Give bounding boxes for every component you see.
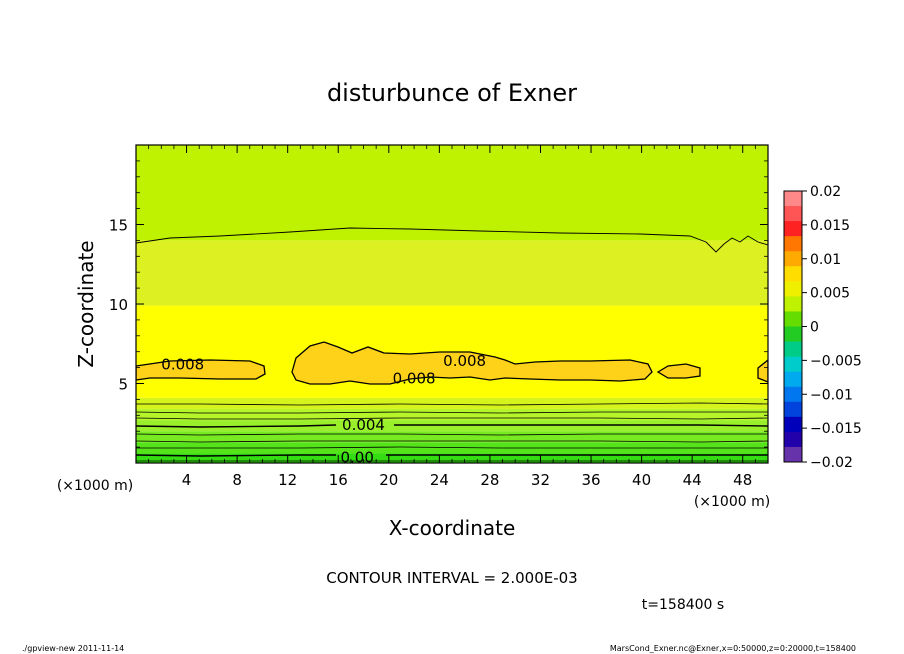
colorbar-segment-9 [784,326,802,343]
colorbar-segment-3 [784,236,802,252]
contour-line-1 [136,402,768,406]
colorbar-tick-label-1: 0.015 [810,218,850,234]
colorbar: 0.02 0.015 0.01 0.005 0 −0.005 −0.01 −0.015 −0.0… [783,184,862,471]
x-tick-label-10: 44 [683,471,702,489]
colorbar-tick-label-5: −0.005 [810,353,862,369]
colorbar-segment-2 [784,221,802,237]
x-unit-right: (×1000 m) [694,494,770,510]
colorbar-segment-17 [784,446,802,463]
y-axis-label: Z-coordinate [74,240,98,367]
contour-line-4 [136,424,768,428]
colorbar-segment-7 [784,296,802,312]
contour-line-6 [136,440,768,443]
x-tick-label-6: 28 [480,471,499,489]
x-tick-label-2: 12 [278,471,297,489]
colorbar-tick-label-3: 0.005 [810,286,850,302]
contour-line-0 [136,227,768,253]
x-axis: 4 8 12 16 20 24 28 32 36 40 44 48 [148,145,756,489]
contour-label-0: 0.008 [161,355,204,373]
x-tick-label-11: 48 [733,471,752,489]
plot-area [136,145,768,463]
colorbar-tick-label-8: −0.02 [810,455,853,471]
contour-patch-0-008-2 [656,363,701,379]
colorbar-tick-label-0: 0.02 [810,184,841,200]
x-tick-label-1: 8 [232,471,242,489]
colorbar-tick-label-4: 0 [810,320,819,336]
chart-title: disturbunce of Exner [327,79,577,107]
contour-label-1: 0.008 [443,352,486,370]
colorbar-segment-1 [784,206,802,222]
colorbar-segment-10 [784,341,802,358]
colorbar-segment-8 [784,311,802,327]
contour-band-5 [136,397,768,409]
colorbar-tick-label-6: −0.01 [810,387,853,403]
colorbar-segment-14 [784,401,802,418]
colorbar-segment-6 [784,281,802,297]
contour-interval-text: CONTOUR INTERVAL = 2.000E-03 [326,569,577,587]
colorbar-segment-12 [784,371,802,388]
contour-patch-0-008-1 [291,341,653,385]
y-tick-label-2: 15 [109,217,128,235]
colorbar-segment-11 [784,356,802,373]
colorbar-segment-4 [784,251,802,267]
x-tick-label-5: 24 [430,471,449,489]
y-tick-label-0: 5 [118,376,128,394]
x-tick-label-4: 20 [379,471,398,489]
colorbar-segment-13 [784,386,802,403]
time-text: t=158400 s [642,597,724,613]
footer-left: ./gpview-new 2011-11-14 [22,644,124,653]
footer-right: MarsCond_Exner.nc@Exner,x=0:50000,z=0:20… [610,644,856,653]
y-tick-label-1: 10 [109,296,128,314]
contour-patch-0-008-3 [757,359,768,383]
contour-label-2: 0.008 [393,370,436,388]
contour-label-3: 0.004 [342,416,385,434]
x-tick-label-3: 16 [329,471,348,489]
contour-label-4: 0.00 [340,448,373,466]
colorbar-segment-5 [784,266,802,282]
colorbar-tick-label-2: 0.01 [810,252,841,268]
contour-band-0 [136,453,768,463]
y-axis: 5 10 15 [109,160,768,448]
contour-band-4 [136,408,768,421]
x-tick-label-8: 36 [581,471,600,489]
contour-band-2 [136,431,768,443]
colorbar-segment-15 [784,416,802,433]
colorbar-segment-16 [784,431,802,448]
contour-line-2 [136,411,768,414]
contour-line-3 [136,417,768,420]
contour-line-5 [136,433,768,436]
contour-line-7 [136,446,768,449]
colorbar-segment-0 [784,191,802,207]
contour-labels: 0.008 0.008 0.008 0.004 0.00 [161,352,486,466]
contour-line-8 [136,454,768,457]
x-unit-left: (×1000 m) [57,478,133,494]
x-axis-label: X-coordinate [389,516,516,540]
x-tick-label-9: 40 [632,471,651,489]
contour-band-8 [136,145,768,241]
contour-lines [136,227,768,462]
colorbar-tick-label-7: −0.015 [810,421,862,437]
contour-band-7 [136,240,768,306]
contour-patch-0-008-0 [136,359,266,381]
x-tick-label-0: 4 [182,471,192,489]
x-tick-label-7: 32 [531,471,550,489]
